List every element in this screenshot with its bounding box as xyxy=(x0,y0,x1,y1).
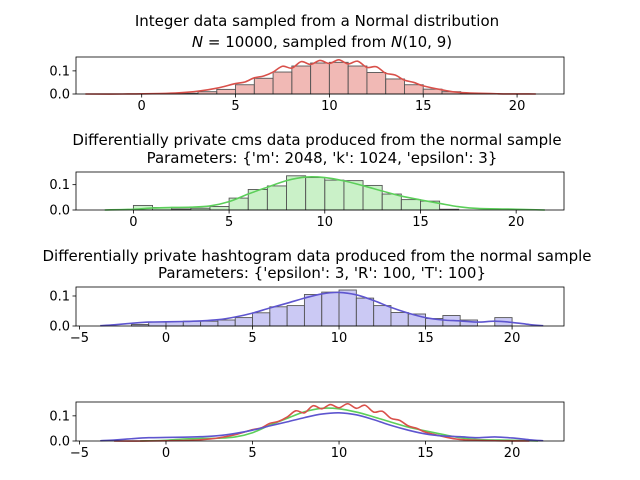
histogram-bar xyxy=(400,199,421,211)
histogram-bar xyxy=(217,319,236,327)
panel-2: Differentially private cms data produced… xyxy=(49,131,565,230)
histogram-bar xyxy=(338,289,357,327)
x-tick-label: 20 xyxy=(504,331,521,346)
histogram-bar xyxy=(381,193,402,211)
panel-2-plot: 0 5 10 15 20 0.0 0.1 xyxy=(49,171,565,230)
histogram-bar xyxy=(385,78,405,95)
panel-3-subtitle: Parameters: {'epsilon': 3, 'R': 100, 'T'… xyxy=(158,264,486,282)
x-tick-label: 10 xyxy=(317,215,334,230)
histogram-bar xyxy=(209,206,230,211)
histogram-bar xyxy=(390,312,409,327)
panel-3-plot: −5 0 5 10 15 20 0.0 0.1 xyxy=(49,286,565,346)
histogram-bar xyxy=(303,294,323,327)
x-tick-label: 10 xyxy=(321,99,338,114)
histogram-bar xyxy=(216,88,236,95)
histogram-bar xyxy=(310,62,330,95)
x-tick-label: −5 xyxy=(70,446,89,461)
histogram-bar xyxy=(269,306,288,327)
density-line xyxy=(100,291,544,327)
x-tick-label: 10 xyxy=(331,331,348,346)
histogram-bar xyxy=(235,84,255,95)
x-tick-label: 10 xyxy=(331,446,348,461)
panel-1-title: Integer data sampled from a Normal distr… xyxy=(135,12,499,30)
x-tick-label: 20 xyxy=(509,99,526,114)
x-tick-label: 0 xyxy=(138,99,146,114)
panel-1-subtitle: N = 10000, sampled from N(10, 9) xyxy=(192,33,452,51)
x-tick-label: 5 xyxy=(231,99,239,114)
y-tick-label: 0.0 xyxy=(49,204,70,219)
histogram-bar xyxy=(286,175,307,211)
x-tick-label: 15 xyxy=(412,215,429,230)
x-tick-label: 15 xyxy=(415,99,432,114)
x-tick-label: 5 xyxy=(225,215,233,230)
density-line xyxy=(114,402,530,442)
histogram-bar xyxy=(286,305,305,327)
density-line xyxy=(100,412,544,442)
y-tick-label: 0.1 xyxy=(49,178,70,193)
panel-4-plot: −5 0 5 10 15 20 0.0 0.1 xyxy=(49,401,565,461)
x-tick-label: 15 xyxy=(417,446,434,461)
histogram-bar xyxy=(266,185,287,211)
histogram-bar xyxy=(366,72,387,95)
panel-2-subtitle: Parameters: {'m': 2048, 'k': 1024, 'epsi… xyxy=(147,149,498,167)
axes-frame xyxy=(75,171,565,211)
histogram-bar xyxy=(252,312,271,327)
histogram-bar xyxy=(355,297,375,327)
y-tick-label: 0.0 xyxy=(49,88,70,103)
x-tick-label: 0 xyxy=(162,331,170,346)
x-tick-label: 0 xyxy=(162,446,170,461)
x-tick-label: 20 xyxy=(508,215,525,230)
histogram-bar xyxy=(272,71,293,95)
x-tick-label: 5 xyxy=(248,446,256,461)
density-line xyxy=(85,58,536,95)
y-tick-label: 0.0 xyxy=(49,320,70,335)
histogram-bar xyxy=(321,291,340,327)
panel-1: Integer data sampled from a Normal distr… xyxy=(49,12,565,114)
histogram-bar xyxy=(404,84,424,95)
histogram-bar xyxy=(253,77,274,95)
axes-frame xyxy=(75,401,565,442)
histogram-bar xyxy=(347,65,368,95)
histogram-bar xyxy=(234,317,253,327)
panel-4: −5 0 5 10 15 20 0.0 0.1 xyxy=(49,401,565,461)
x-tick-label: 20 xyxy=(504,446,521,461)
x-tick-label: 0 xyxy=(129,215,137,230)
panel-3: Differentially private hashtogram data p… xyxy=(42,247,591,346)
panel-1-plot: 0 5 10 15 20 0.0 0.1 xyxy=(49,56,565,114)
y-tick-label: 0.1 xyxy=(49,409,70,424)
axes-frame xyxy=(75,56,565,95)
x-tick-label: −5 xyxy=(70,331,89,346)
histogram-bar xyxy=(291,65,312,95)
histogram-bar xyxy=(200,320,219,327)
axes-frame xyxy=(75,286,565,327)
histogram-bar xyxy=(305,177,326,211)
y-tick-label: 0.0 xyxy=(49,435,70,450)
histogram-bar xyxy=(324,179,345,211)
x-tick-label: 15 xyxy=(417,331,434,346)
histogram-bar xyxy=(328,61,349,95)
y-tick-label: 0.1 xyxy=(49,64,70,79)
panel-2-title: Differentially private cms data produced… xyxy=(72,131,561,149)
histogram-bar xyxy=(373,305,392,327)
y-tick-label: 0.1 xyxy=(49,290,70,305)
panel-3-title: Differentially private hashtogram data p… xyxy=(42,247,591,265)
x-tick-label: 5 xyxy=(248,331,256,346)
density-line xyxy=(104,176,545,211)
